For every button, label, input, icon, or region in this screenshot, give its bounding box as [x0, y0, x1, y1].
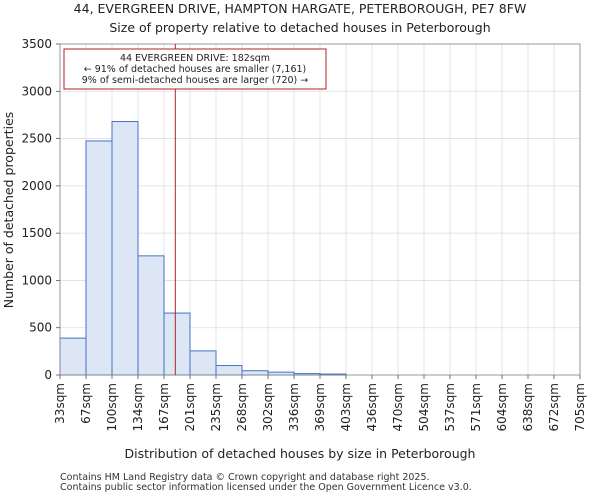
- y-tick-label: 2500: [21, 132, 52, 146]
- x-axis-label: Distribution of detached houses by size …: [125, 446, 476, 461]
- x-tick-label: 369sqm: [313, 383, 327, 431]
- x-tick-label: 167sqm: [157, 383, 171, 431]
- y-axis-ticks: 0 500 1000 1500 2000 2500 3000 3500: [21, 37, 60, 382]
- x-tick-label: 33sqm: [53, 383, 67, 424]
- x-tick-label: 336sqm: [287, 383, 301, 431]
- x-tick-label: 537sqm: [443, 383, 457, 431]
- y-tick-label: 1000: [21, 273, 52, 287]
- annotation-line3: 9% of semi-detached houses are larger (7…: [82, 75, 309, 86]
- y-tick-label: 500: [29, 321, 52, 335]
- y-axis-label: Number of detached properties: [1, 112, 16, 309]
- bar-201sqm: [189, 350, 217, 376]
- annotation-line1: 44 EVERGREEN DRIVE: 182sqm: [120, 53, 270, 64]
- bar-268sqm: [241, 370, 269, 376]
- bar-167sqm: [163, 312, 191, 376]
- x-tick-label: 638sqm: [521, 383, 535, 431]
- x-tick-label: 470sqm: [391, 383, 405, 431]
- x-tick-label: 302sqm: [261, 383, 275, 431]
- chart-title-line1: 44, EVERGREEN DRIVE, HAMPTON HARGATE, PE…: [74, 1, 527, 16]
- footer-line1: Contains HM Land Registry data © Crown c…: [60, 472, 430, 483]
- x-tick-label: 134sqm: [131, 383, 145, 431]
- x-tick-label: 705sqm: [573, 383, 587, 431]
- x-tick-label: 604sqm: [495, 383, 509, 431]
- x-tick-label: 436sqm: [365, 383, 379, 431]
- y-tick-label: 0: [44, 368, 52, 382]
- bar-33sqm: [59, 337, 87, 376]
- x-tick-label: 504sqm: [417, 383, 431, 431]
- x-tick-label: 672sqm: [547, 383, 561, 431]
- x-axis-ticks: 33sqm 67sqm 100sqm 134sqm 167sqm 201sqm 235sqm…: [53, 375, 587, 431]
- annotation-line2: ← 91% of detached houses are smaller (7,…: [84, 64, 307, 75]
- y-tick-label: 3000: [21, 84, 52, 98]
- bar-67sqm: [85, 140, 113, 376]
- bars: [59, 121, 347, 376]
- y-tick-label: 2000: [21, 179, 52, 193]
- bar-235sqm: [215, 365, 243, 376]
- x-tick-label: 201sqm: [183, 383, 197, 431]
- bar-100sqm: [111, 121, 139, 376]
- x-tick-label: 571sqm: [469, 383, 483, 431]
- x-tick-label: 67sqm: [79, 383, 93, 424]
- x-tick-label: 235sqm: [209, 383, 223, 431]
- x-tick-label: 268sqm: [235, 383, 249, 431]
- x-tick-label: 100sqm: [105, 383, 119, 431]
- bar-302sqm: [267, 371, 295, 376]
- chart-title-line2: Size of property relative to detached ho…: [109, 20, 490, 35]
- y-tick-label: 3500: [21, 37, 52, 51]
- annotation-box: 44 EVERGREEN DRIVE: 182sqm ← 91% of deta…: [63, 48, 327, 90]
- bar-134sqm: [137, 255, 165, 376]
- x-tick-label: 403sqm: [339, 383, 353, 431]
- y-tick-label: 1500: [21, 226, 52, 240]
- footer-line2: Contains public sector information licen…: [60, 482, 472, 493]
